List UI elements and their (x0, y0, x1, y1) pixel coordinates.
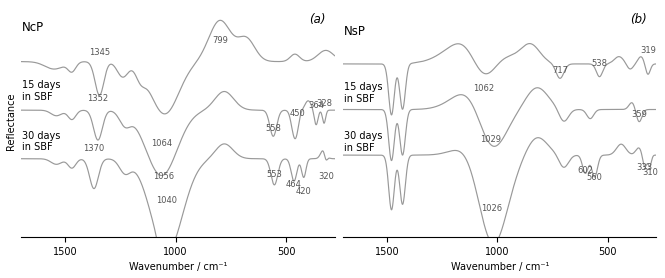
Text: NcP: NcP (22, 21, 45, 34)
Text: 717: 717 (552, 66, 568, 75)
Text: 602: 602 (577, 166, 593, 175)
Text: 30 days
in SBF: 30 days in SBF (344, 131, 382, 153)
Text: 359: 359 (631, 110, 647, 119)
X-axis label: Wavenumber / cm⁻¹: Wavenumber / cm⁻¹ (450, 262, 549, 272)
Text: 1056: 1056 (153, 172, 174, 181)
Text: 1062: 1062 (473, 84, 494, 93)
Text: 320: 320 (318, 172, 334, 181)
Text: 464: 464 (286, 180, 302, 188)
Text: 333: 333 (636, 163, 653, 172)
Text: NsP: NsP (344, 24, 366, 38)
Text: 799: 799 (212, 36, 228, 45)
Text: 558: 558 (265, 123, 281, 133)
Text: 30 days
in SBF: 30 days in SBF (22, 131, 61, 152)
Text: 1370: 1370 (83, 144, 104, 153)
Text: (b): (b) (630, 13, 647, 26)
Text: 538: 538 (591, 59, 608, 68)
Y-axis label: Reflectance: Reflectance (5, 93, 15, 150)
Text: 310: 310 (642, 168, 658, 177)
Text: 1064: 1064 (151, 138, 172, 148)
Text: (a): (a) (309, 13, 325, 26)
Text: 450: 450 (289, 109, 305, 118)
Text: 1345: 1345 (89, 48, 110, 57)
Text: 1352: 1352 (87, 94, 108, 103)
Text: 319: 319 (640, 46, 656, 55)
Text: 1040: 1040 (156, 197, 178, 205)
Text: 1026: 1026 (481, 204, 502, 214)
Text: 15 days
in SBF: 15 days in SBF (344, 82, 382, 104)
X-axis label: Wavenumber / cm⁻¹: Wavenumber / cm⁻¹ (129, 262, 227, 272)
Text: 364: 364 (308, 101, 324, 110)
Text: 553: 553 (267, 170, 283, 179)
Text: 420: 420 (296, 187, 312, 196)
Text: 1029: 1029 (481, 135, 501, 144)
Text: 328: 328 (316, 99, 332, 108)
Text: 560: 560 (587, 173, 602, 182)
Text: 15 days
in SBF: 15 days in SBF (22, 80, 61, 102)
